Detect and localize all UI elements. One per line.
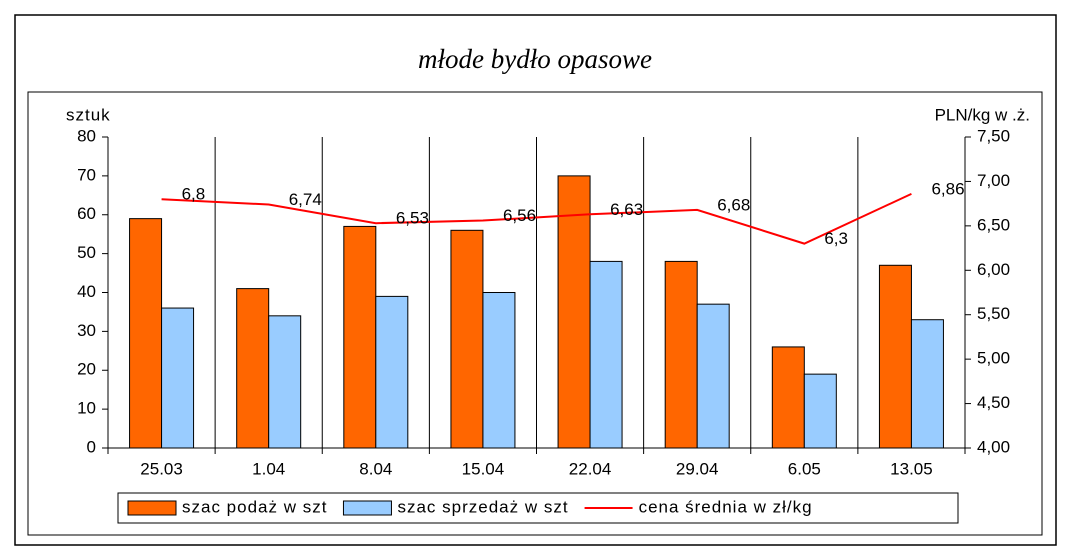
y2-tick-label: 6,50 <box>977 215 1010 234</box>
bar <box>771 346 805 449</box>
x-tick-label: 25.03 <box>140 459 183 478</box>
legend-label: cena średnia w zł/kg <box>639 497 813 516</box>
bar <box>878 264 912 449</box>
y2-axis-label: PLN/kg w .ż. <box>935 105 1030 124</box>
bar <box>343 225 377 449</box>
x-tick-label: 22.04 <box>569 459 612 478</box>
y2-tick-label: 5,50 <box>977 304 1010 323</box>
legend-box <box>117 492 959 524</box>
data-label: 6,56 <box>503 206 536 225</box>
y-tick-label: 80 <box>77 126 96 145</box>
y2-tick-label: 5,00 <box>977 349 1010 368</box>
data-label: 6,74 <box>289 190 322 209</box>
y-tick-label: 20 <box>77 360 96 379</box>
y2-tick-label: 7,00 <box>977 171 1010 190</box>
chart-title: młode bydło opasowe <box>418 44 652 74</box>
y-tick-label: 0 <box>87 437 96 456</box>
x-tick-label: 13.05 <box>890 459 933 478</box>
bar <box>803 373 837 449</box>
legend-swatch <box>127 500 177 516</box>
bar <box>450 229 484 449</box>
y-tick-label: 50 <box>77 243 96 262</box>
y-tick-label: 40 <box>77 282 96 301</box>
bar <box>236 288 270 449</box>
bar <box>482 292 516 449</box>
bar <box>375 295 409 449</box>
data-label: 6,63 <box>610 200 643 219</box>
legend-swatch <box>342 500 392 516</box>
y-axis-label: sztuk <box>66 105 111 124</box>
x-tick-label: 1.04 <box>252 459 285 478</box>
data-label: 6,68 <box>717 195 750 214</box>
y2-tick-label: 7,50 <box>977 126 1010 145</box>
x-tick-label: 6.05 <box>788 459 821 478</box>
plot-frame <box>27 91 1043 536</box>
y-tick-label: 70 <box>77 165 96 184</box>
x-tick-label: 8.04 <box>359 459 392 478</box>
bar <box>129 218 163 449</box>
bar <box>910 319 944 449</box>
bar <box>161 307 195 449</box>
y-tick-label: 60 <box>77 204 96 223</box>
bar <box>557 175 591 449</box>
data-label: 6,53 <box>396 209 429 228</box>
x-tick-label: 15.04 <box>462 459 505 478</box>
y2-tick-label: 4,50 <box>977 393 1010 412</box>
x-tick-label: 29.04 <box>676 459 719 478</box>
data-label: 6,8 <box>182 185 206 204</box>
bar <box>664 260 698 449</box>
legend-label: szac sprzedaż w szt <box>397 497 568 516</box>
bar <box>696 303 730 449</box>
bar <box>268 315 302 449</box>
y-tick-label: 30 <box>77 321 96 340</box>
bar <box>589 260 623 449</box>
line <box>161 192 912 245</box>
y2-tick-label: 6,00 <box>977 260 1010 279</box>
legend-label: szac podaż w szt <box>182 497 327 516</box>
y2-tick-label: 4,00 <box>977 437 1010 456</box>
data-label: 6,3 <box>824 229 848 248</box>
data-label: 6,86 <box>931 179 964 198</box>
y-tick-label: 10 <box>77 399 96 418</box>
